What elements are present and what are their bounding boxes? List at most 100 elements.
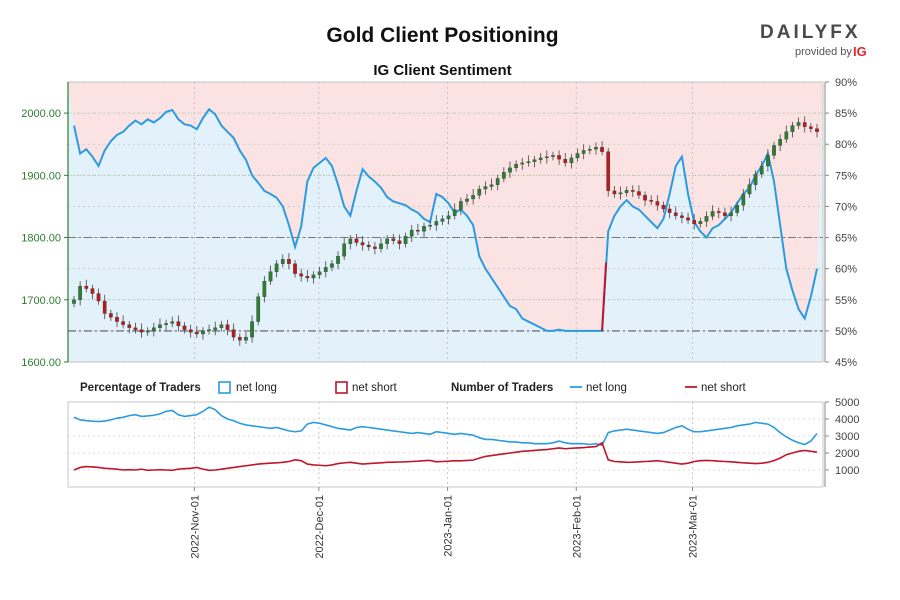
candle-body [139,329,144,333]
x-tick-label: 2023-Feb-01 [571,495,583,558]
candle-body [772,145,776,156]
candle-body [379,243,383,249]
logo-word: DAILYFX [760,22,861,43]
candle-body [815,128,819,132]
candle-body [778,139,782,146]
candle-body [661,205,666,210]
traders-tick-label: 4000 [835,414,859,426]
candle-body [501,172,506,179]
candle-body [483,186,488,190]
candle-body [366,244,371,248]
candle-body [274,263,279,272]
candle-body [673,212,678,216]
candle-body [428,224,432,227]
candle-body [121,321,125,325]
legend-num-label: Number of Traders [451,382,553,394]
candle-body [594,147,598,150]
candle-body [342,243,347,257]
candle-body [164,323,168,325]
sentiment-tick-label: 80% [835,139,857,151]
candle-body [452,209,457,216]
candle-body [287,259,291,264]
candle-body [686,217,690,221]
candle-body [182,325,187,330]
net-long-traders-line [73,406,818,447]
candle-body [90,288,95,294]
zone-backgrounds [68,82,823,362]
price-candles [72,116,819,346]
candle-body [84,285,89,289]
candle-body [115,317,119,322]
candle-body [446,215,451,220]
candle-body [225,324,230,330]
logo-ig: IG [853,44,867,59]
candle-body [109,313,113,318]
candle-body [747,184,752,195]
candle-body [434,221,439,226]
candle-body [145,330,150,333]
candle-body [637,191,641,196]
candle-body [569,157,574,164]
candle-body [348,238,353,244]
traders-frame [67,401,824,488]
candle-body [796,122,801,126]
candle-body [692,219,697,225]
candle-body [508,167,512,173]
axes: 1600.00 1700.00 1800.00 1900.00 2000.00 45% 50… [21,77,857,369]
candle-body [403,236,408,244]
candle-body [680,215,684,218]
legend-pct-long-swatch [218,381,231,394]
legend-pct-short-swatch [335,381,348,394]
net-short-traders-line [73,441,818,472]
candle-body [409,229,414,237]
reference-lines [68,237,823,332]
candle-body [213,327,218,330]
candle-body [268,271,273,282]
chart-subtitle: IG Client Sentiment [373,62,512,79]
net-long-pct-line [73,107,818,332]
candle-body [459,201,463,210]
candle-body [305,275,310,279]
candle-body [391,238,396,241]
traders-tick-label: 3000 [835,431,859,443]
candle-body [133,327,138,330]
chart-title: Gold Client Positioning [326,24,559,47]
candle-body [587,149,592,151]
candle-body [416,229,420,232]
candle-body [759,165,764,175]
candle-body [710,211,715,217]
candle-body [256,296,261,322]
x-tick-label: 2023-Mar-01 [687,495,699,558]
candle-body [78,285,82,300]
candle-body [194,331,199,335]
candle-body [188,329,193,333]
logo-provided-by: provided by [795,46,852,58]
price-tick-label: 1700.00 [21,295,61,307]
legend-pct-short: net short [352,382,398,394]
candle-body [563,159,568,164]
candle-body [495,178,500,185]
candle-body [330,263,334,268]
legend-num-long: net long [586,382,627,394]
x-tick-label: 2023-Jan-01 [443,495,455,557]
candle-body [397,240,402,244]
legend: Percentage of Traders net long net short Nu… [80,381,747,394]
candle-body [373,246,377,249]
sentiment-tick-label: 50% [835,326,857,338]
candle-body [336,256,340,264]
candle-body [489,184,494,187]
sentiment-tick-label: 55% [835,295,857,307]
candle-body [741,193,746,206]
sentiment-tick-label: 70% [835,201,857,213]
candle-body [600,147,604,152]
x-tick-label: 2022-Nov-01 [189,495,201,559]
candle-body [385,238,390,244]
candle-body [127,324,132,328]
candle-body [231,329,236,338]
candle-body [526,161,531,164]
candle-body [293,263,297,274]
traders-tick-label: 5000 [835,397,859,409]
sentiment-tick-label: 90% [835,77,857,89]
candle-body [809,126,813,129]
candle-body [207,329,211,332]
